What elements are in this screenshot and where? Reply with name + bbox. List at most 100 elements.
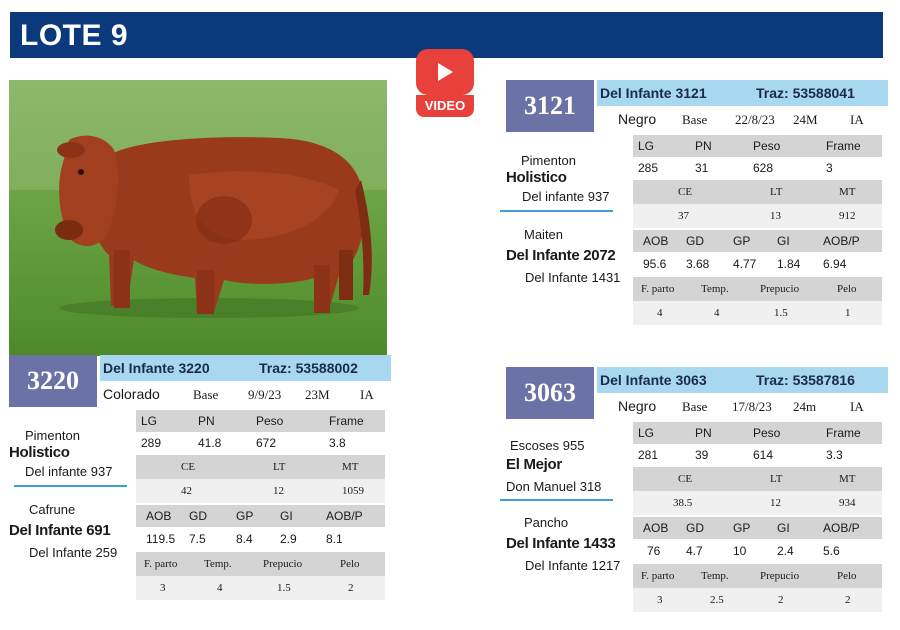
header-fparto: F. parto bbox=[641, 570, 675, 582]
dam-dam: Del Infante 1217 bbox=[525, 558, 621, 573]
value-gp: 8.4 bbox=[236, 532, 253, 546]
value-frame: 3.3 bbox=[826, 448, 843, 462]
header-mt: MT bbox=[342, 461, 359, 473]
value-ce: 37 bbox=[678, 210, 689, 222]
sire-dam: Del infante 937 bbox=[25, 464, 113, 479]
header-temp: Temp. bbox=[701, 570, 729, 582]
header-pn: PN bbox=[198, 414, 215, 428]
dam: Del Infante 691 bbox=[9, 522, 111, 539]
sire-dam: Don Manuel 318 bbox=[506, 479, 602, 494]
sire: Holistico bbox=[9, 444, 70, 461]
grid-value-row: 119.5 7.5 8.4 2.9 8.1 bbox=[136, 528, 385, 550]
value-lt: 12 bbox=[770, 497, 781, 509]
value-mt: 934 bbox=[839, 497, 856, 509]
grid-header-row: F. parto Temp. Prepucio Pelo bbox=[136, 552, 385, 576]
animal-name: Del Infante 3063 bbox=[597, 367, 750, 393]
category: Base bbox=[682, 399, 708, 414]
animal-id-badge: 3220 bbox=[9, 355, 97, 407]
header-temp: Temp. bbox=[701, 283, 729, 295]
play-icon[interactable] bbox=[416, 49, 474, 95]
header-aob: AOB bbox=[643, 521, 669, 535]
value-pn: 31 bbox=[695, 161, 709, 175]
header-gd: GD bbox=[189, 509, 207, 523]
value-pn: 41.8 bbox=[198, 436, 222, 450]
value-pelo: 2 bbox=[845, 594, 851, 606]
value-gi: 1.84 bbox=[777, 257, 801, 271]
value-aob: 95.6 bbox=[643, 257, 667, 271]
dam-dam: Del Infante 259 bbox=[29, 545, 118, 560]
video-label[interactable]: VIDEO bbox=[416, 95, 474, 117]
value-prepucio: 2 bbox=[778, 594, 784, 606]
grid-header-row: CE LT MT bbox=[633, 467, 882, 491]
header-gi: GI bbox=[777, 521, 790, 535]
grid-header-row: AOB GD GP GI AOB/P bbox=[633, 230, 882, 252]
header-aobp: AOB/P bbox=[326, 509, 363, 523]
age: 24M bbox=[793, 112, 818, 127]
dam-sire: Maiten bbox=[524, 227, 564, 242]
header-ce: CE bbox=[678, 186, 693, 198]
value-fparto: 3 bbox=[160, 582, 166, 594]
value-gd: 7.5 bbox=[189, 532, 206, 546]
value-frame: 3.8 bbox=[329, 436, 346, 450]
sire-sire: Pimenton bbox=[521, 153, 576, 168]
sire-dam: Del infante 937 bbox=[522, 189, 610, 204]
dam: Del Infante 2072 bbox=[506, 247, 616, 264]
animal-summary-row: Negro Base 22/8/23 24M IA bbox=[597, 107, 882, 132]
value-gp: 4.77 bbox=[733, 257, 757, 271]
birth-date: 22/8/23 bbox=[735, 112, 775, 127]
value-prepucio: 1.5 bbox=[774, 307, 788, 319]
header-prepucio: Prepucio bbox=[760, 570, 800, 582]
header-gi: GI bbox=[280, 509, 293, 523]
grid-value-row: 289 41.8 672 3.8 bbox=[136, 432, 385, 454]
header-lt: LT bbox=[273, 461, 286, 473]
value-lt: 13 bbox=[770, 210, 781, 222]
breeding-method: IA bbox=[360, 387, 374, 402]
value-gd: 3.68 bbox=[686, 257, 710, 271]
animal-id-badge: 3063 bbox=[506, 367, 594, 419]
header-lt: LT bbox=[770, 186, 783, 198]
header-mt: MT bbox=[839, 186, 856, 198]
value-temp: 4 bbox=[714, 307, 720, 319]
value-lg: 281 bbox=[638, 448, 659, 462]
grid-value-row: 38.5 12 934 bbox=[633, 491, 882, 515]
pedigree-divider bbox=[500, 499, 613, 501]
dam-sire: Cafrune bbox=[29, 502, 76, 517]
value-ce: 42 bbox=[181, 485, 192, 497]
birth-date: 17/8/23 bbox=[732, 399, 772, 414]
header-lg: LG bbox=[638, 139, 655, 153]
value-fparto: 3 bbox=[657, 594, 663, 606]
value-gp: 10 bbox=[733, 544, 747, 558]
value-temp: 2.5 bbox=[710, 594, 724, 606]
breeding-method: IA bbox=[850, 399, 864, 414]
coat-color: Colorado bbox=[103, 386, 160, 402]
dam-dam: Del Infante 1431 bbox=[525, 270, 621, 285]
header-peso: Peso bbox=[256, 414, 284, 428]
grid-header-row: AOB GD GP GI AOB/P bbox=[633, 517, 882, 539]
header-gi: GI bbox=[777, 234, 790, 248]
video-button[interactable]: VIDEO bbox=[416, 49, 474, 121]
grid-header-row: AOB GD GP GI AOB/P bbox=[136, 505, 385, 527]
grid-value-row: 285 31 628 3 bbox=[633, 157, 882, 179]
coat-color: Negro bbox=[618, 398, 657, 414]
value-gi: 2.4 bbox=[777, 544, 794, 558]
grid-header-row: CE LT MT bbox=[136, 455, 385, 479]
value-peso: 672 bbox=[256, 436, 277, 450]
value-aobp: 5.6 bbox=[823, 544, 840, 558]
value-temp: 4 bbox=[217, 582, 223, 594]
header-ce: CE bbox=[181, 461, 196, 473]
header-prepucio: Prepucio bbox=[760, 283, 800, 295]
grid-value-row: 95.6 3.68 4.77 1.84 6.94 bbox=[633, 253, 882, 275]
age: 23M bbox=[305, 387, 330, 402]
value-lg: 285 bbox=[638, 161, 659, 175]
sire-sire: Pimenton bbox=[25, 428, 80, 443]
animal-name: Del Infante 3121 bbox=[597, 80, 750, 106]
animal-id-badge: 3121 bbox=[506, 80, 594, 132]
animal-summary-row: Colorado Base 9/9/23 23M IA bbox=[100, 382, 385, 407]
value-frame: 3 bbox=[826, 161, 833, 175]
header-pn: PN bbox=[695, 426, 712, 440]
animal-name: Del Infante 3220 bbox=[100, 355, 253, 381]
value-aobp: 6.94 bbox=[823, 257, 847, 271]
grid-header-row: F. parto Temp. Prepucio Pelo bbox=[633, 277, 882, 301]
pedigree-divider bbox=[500, 210, 613, 212]
breeding-method: IA bbox=[850, 112, 864, 127]
